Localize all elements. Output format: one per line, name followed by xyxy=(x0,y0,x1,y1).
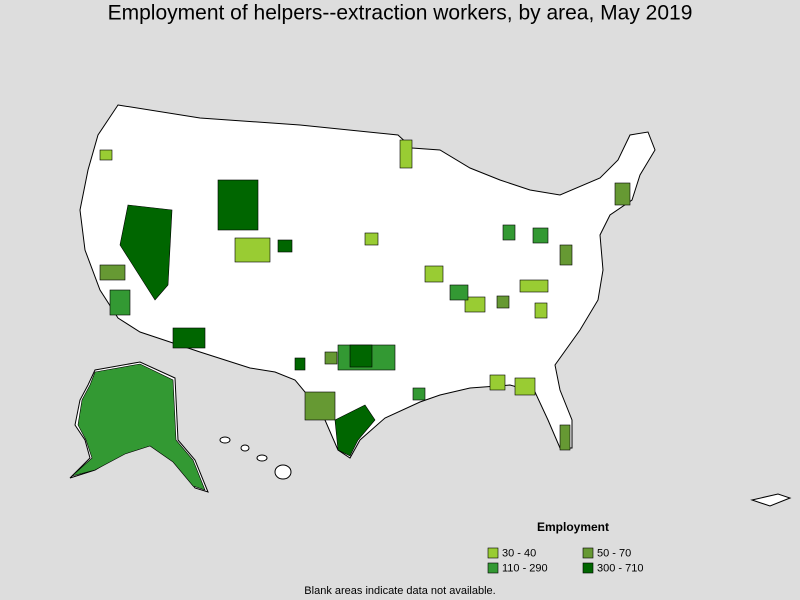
area-region xyxy=(234,237,271,263)
area-region xyxy=(334,404,376,457)
area-region xyxy=(294,357,306,371)
legend-label: 110 - 290 xyxy=(502,562,548,574)
area-region xyxy=(99,149,113,161)
puerto-rico xyxy=(750,493,792,507)
area-region xyxy=(324,351,338,365)
hawaii-island xyxy=(256,454,268,462)
area-region xyxy=(559,244,573,266)
legend-swatch xyxy=(582,547,594,559)
legend-swatch xyxy=(582,562,594,574)
area-region xyxy=(217,179,259,231)
legend-label: 30 - 40 xyxy=(502,547,536,559)
area-region xyxy=(496,295,510,309)
legend-swatch xyxy=(487,547,499,559)
hawaii-island xyxy=(274,464,292,480)
area-region xyxy=(614,182,631,206)
area-region xyxy=(71,363,206,491)
area-region xyxy=(519,279,549,293)
area-region xyxy=(119,204,173,301)
area-region xyxy=(304,391,336,421)
area-region xyxy=(277,239,293,253)
area-region xyxy=(99,264,126,281)
area-region xyxy=(172,327,206,349)
area-region xyxy=(109,289,131,316)
area-region xyxy=(534,302,548,319)
area-region xyxy=(412,387,426,401)
area-region xyxy=(364,232,379,246)
legend-label: 50 - 70 xyxy=(597,547,631,559)
legend-title: Employment xyxy=(537,520,609,534)
footnote: Blank areas indicate data not available. xyxy=(304,585,495,597)
area-region xyxy=(349,344,373,368)
area-region xyxy=(489,374,506,391)
map-title: Employment of helpers--extraction worker… xyxy=(108,2,693,25)
area-region xyxy=(502,224,516,241)
area-region xyxy=(559,424,571,451)
area-region xyxy=(514,377,536,396)
area-region xyxy=(399,139,413,169)
legend-label: 300 - 710 xyxy=(597,562,643,574)
legend-swatch xyxy=(487,562,499,574)
area-region xyxy=(532,227,549,244)
area-region xyxy=(424,265,444,283)
area-region xyxy=(464,296,486,313)
hawaii-island xyxy=(219,436,231,444)
hawaii-island xyxy=(240,444,250,452)
area-region xyxy=(449,284,469,301)
